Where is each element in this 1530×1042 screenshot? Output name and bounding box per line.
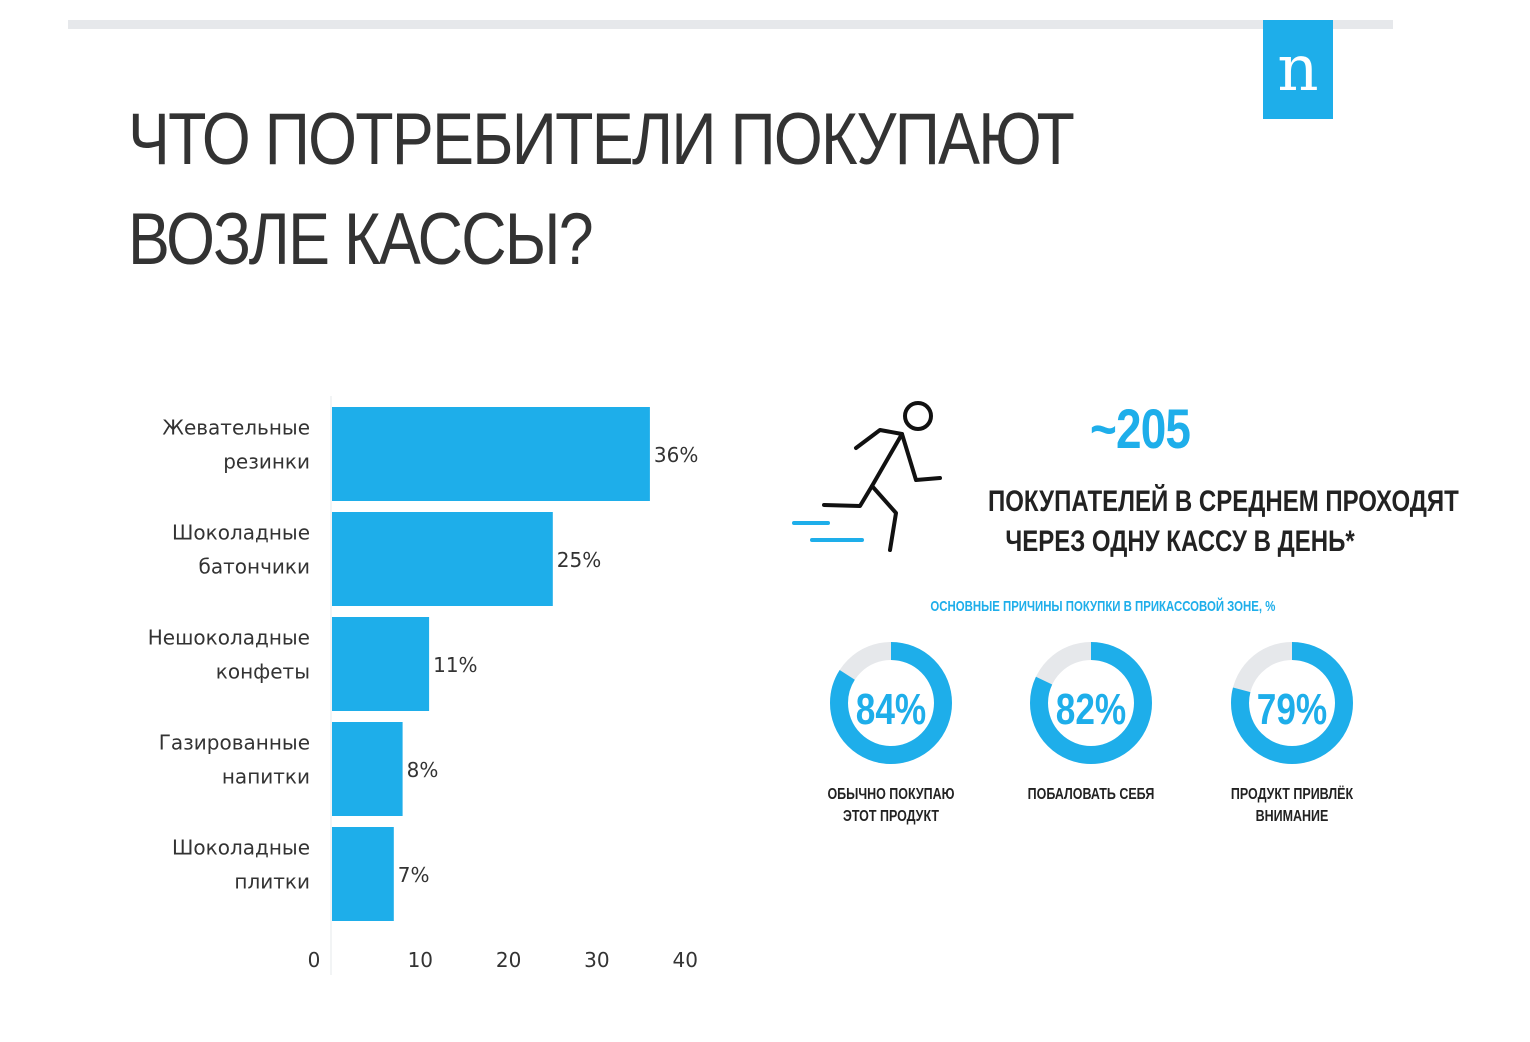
caption-line: ОБЫЧНО ПОКУПАЮ [827, 786, 955, 803]
donut-value: 82% [1055, 685, 1127, 734]
caption-line: ЭТОТ ПРОДУКТ [842, 808, 940, 825]
page-title: ЧТО ПОТРЕБИТЕЛИ ПОКУПАЮТ ВОЗЛЕ КАССЫ? [128, 90, 1075, 290]
category-label: Шоколадные [172, 521, 310, 545]
donut-value: 84% [855, 685, 927, 734]
daily-visitors-caption-line-1: ПОКУПАТЕЛЕЙ В СРЕДНЕМ ПРОХОДЯТ [988, 485, 1459, 518]
daily-visitors-count: ~205 [1090, 397, 1191, 460]
bar [332, 617, 430, 711]
donut-caption-usual-purchase: ОБЫЧНО ПОКУПАЮ ЭТОТ ПРОДУКТ [813, 784, 969, 828]
x-tick-label: 20 [496, 948, 521, 972]
ring-fill [1231, 642, 1353, 764]
donut-usual-purchase: 84% [811, 640, 971, 780]
x-tick-label: 40 [672, 948, 697, 972]
brand-logo: n [1263, 20, 1333, 119]
bar-value-label: 11% [433, 653, 477, 677]
bar-value-label: 25% [557, 548, 601, 572]
donut-treat-yourself: 82% [1011, 640, 1171, 780]
page-title-line-2: ВОЗЛЕ КАССЫ? [128, 199, 594, 280]
bar [332, 827, 394, 921]
bar-value-label: 7% [398, 863, 430, 887]
donut-caption-attracted-attention: ПРОДУКТ ПРИВЛЁК ВНИМАНИЕ [1214, 784, 1370, 828]
reasons-title: ОСНОВНЫЕ ПРИЧИНЫ ПОКУПКИ В ПРИКАССОВОЙ З… [930, 598, 1276, 615]
page-title-line-1: ЧТО ПОТРЕБИТЕЛИ ПОКУПАЮТ [128, 99, 1075, 180]
category-label: резинки [223, 450, 310, 474]
caption-line: ПРОДУКТ ПРИВЛЁК [1230, 786, 1354, 803]
bar [332, 512, 553, 606]
ring-fill [1030, 642, 1152, 764]
running-person-icon [792, 401, 942, 552]
category-label: Газированные [159, 731, 310, 755]
category-label: напитки [222, 765, 310, 789]
bar-value-label: 8% [407, 758, 439, 782]
caption-line: ВНИМАНИЕ [1255, 808, 1329, 825]
category-label: конфеты [216, 660, 310, 684]
donut-caption-treat-yourself: ПОБАЛОВАТЬ СЕБЯ [1013, 784, 1169, 806]
x-tick-label: 0 [308, 948, 321, 972]
top-divider [68, 20, 1393, 29]
donut-ring [830, 642, 952, 764]
category-label: Жевательные [162, 416, 310, 440]
bar [332, 722, 403, 816]
donut-ring [1030, 642, 1152, 764]
donut-ring [1231, 642, 1353, 764]
category-label: Нешоколадные [148, 626, 310, 650]
daily-visitors-caption-line-2: ЧЕРЕЗ ОДНУ КАССУ В ДЕНЬ* [1005, 525, 1355, 558]
daily-visitors-caption: ПОКУПАТЕЛЕЙ В СРЕДНЕМ ПРОХОДЯТ ЧЕРЕЗ ОДН… [988, 482, 1459, 562]
category-label: батончики [199, 555, 310, 579]
x-tick-label: 10 [408, 948, 433, 972]
bar-value-label: 36% [654, 443, 698, 467]
category-label: плитки [234, 870, 310, 894]
donut-value: 79% [1256, 685, 1328, 734]
ring-fill [830, 642, 952, 764]
category-label: Шоколадные [172, 836, 310, 860]
x-tick-label: 30 [584, 948, 609, 972]
bar [332, 407, 650, 501]
caption-line: ПОБАЛОВАТЬ СЕБЯ [1027, 786, 1155, 803]
donut-attracted-attention: 79% [1212, 640, 1372, 780]
bar-chart: 36% Жевательные резинки 25% Шоколадные батонч… [148, 396, 698, 975]
